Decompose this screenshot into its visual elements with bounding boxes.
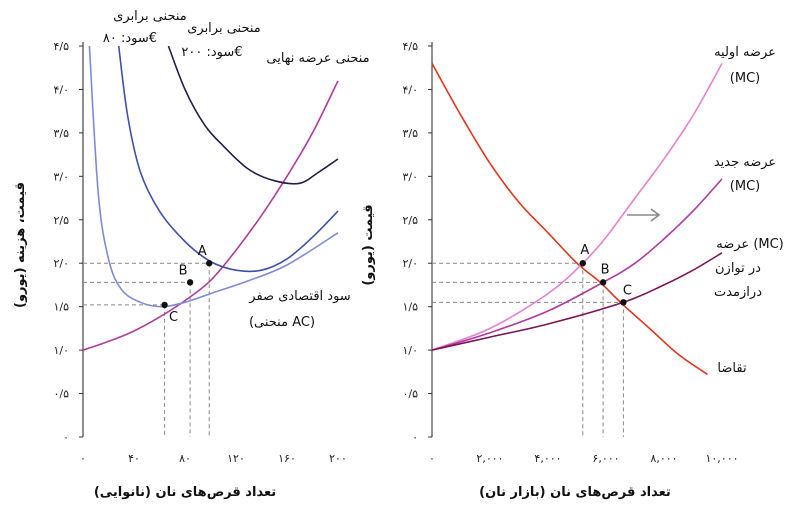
right-panel: تعداد قرص‌های نان (بازار نان) قیمت (یورو… [361,40,784,500]
shift-arrow [627,208,661,222]
left-point-label-B: B [179,263,188,278]
left-ac-label-line2: (منحنی AC) [249,315,315,330]
left-point-label-A: A [198,244,207,259]
left-iso200-label-line2: سود: ۲۰۰€ [181,45,242,60]
left-y-tick-label: ۱/۵ [53,301,69,314]
left-point-B [186,279,194,286]
right-point-label-C: C [623,283,632,298]
left-panel: تعداد قرص‌های نان (نانوایی) قیمت، هزینه … [13,9,370,500]
left-series-line-2 [117,45,339,273]
right-x-tick-label: ۲,۰۰۰ [476,452,503,465]
left-x-axis-title: تعداد قرص‌های نان (نانوایی) [94,485,276,500]
left-x-tick-label: ۰ [80,452,86,465]
right-y-tick-label: ۱/۰ [402,344,418,357]
right-y-tick-label: ۰/۵ [402,388,418,401]
left-x-tick-label: ۲۰۰ [329,452,347,465]
right-y-tick-label: ۴/۰ [402,83,418,96]
right-lr-supply-label-line2: در توازن [715,261,761,276]
left-y-tick-label: ۳/۵ [53,127,69,140]
left-series-line-0 [82,80,339,351]
left-y-tick-label: ۳/۰ [53,170,69,183]
right-x-tick-label: ۶,۰۰۰ [592,452,619,465]
left-y-tick-label: ۴/۰ [53,83,69,96]
right-point-label-B: B [601,262,610,277]
right-y-tick-label: ۴/۵ [402,40,418,53]
right-point-label-A: A [580,243,589,258]
right-y-tick-label: ۳/۰ [402,170,418,183]
left-y-tick-label: ۰/۵ [53,388,69,401]
left-iso80-label-line1: منحنی برابری [113,9,187,24]
right-lr-supply-label-line3: درازمدت [714,285,762,300]
left-y-tick-label: ۰ [63,431,69,444]
left-y-axis-title: قیمت، هزینه (یورو) [13,182,28,308]
right-new-supply-label-line2: (MC) [730,179,760,194]
left-y-tick-label: ۲/۵ [53,214,69,227]
left-point-A [206,260,213,267]
right-y-axis-title: قیمت (یورو) [361,204,376,285]
left-x-tick-label: ۱۶۰ [278,452,296,465]
left-x-tick-label: ۸۰ [179,452,191,465]
left-point-label-C: C [169,310,178,325]
left-x-tick-label: ۱۲۰ [227,452,245,465]
right-initial-supply-label-line1: عرضه اولیه [714,45,776,60]
right-y-tick-label: ۲/۰ [402,257,418,270]
right-point-B [599,279,607,286]
right-x-tick-label: ۰ [429,452,435,465]
right-series-line-2 [431,178,723,351]
left-series-line-3 [167,45,339,185]
right-x-tick-label: ۸,۰۰۰ [650,452,677,465]
left-iso200-label-line1: منحنی برابری [187,21,261,36]
left-x-tick-label: ۴۰ [128,452,140,465]
right-x-tick-label: ۴,۰۰۰ [534,452,561,465]
left-series-line-1 [88,45,339,308]
left-mc-curve-label: منحنی عرضه نهایی [266,51,369,66]
right-x-tick-label: ۱۰,۰۰۰ [705,452,738,465]
right-y-tick-label: ۲/۵ [402,214,418,227]
right-new-supply-label-line1: عرضه جدید [714,155,776,170]
left-y-tick-label: ۱/۰ [53,344,69,357]
right-demand-label: تقاضا [717,361,747,376]
right-point-A [579,260,586,267]
right-y-tick-label: ۳/۵ [402,127,418,140]
left-iso80-label-line2: سود: ۸۰€ [103,31,157,46]
left-y-tick-label: ۲/۰ [53,257,69,270]
left-y-tick-label: ۴/۵ [53,40,69,53]
right-lr-supply-label-line1: عرضه (MC) [716,237,784,252]
right-x-axis-title: تعداد قرص‌های نان (بازار نان) [479,485,671,500]
right-y-tick-label: ۰ [412,431,418,444]
right-point-C [620,299,627,306]
left-ac-label-line1: سود اقتصادی صفر [248,289,350,304]
right-y-tick-label: ۱/۵ [402,301,418,314]
right-series-line-1 [431,63,723,351]
right-initial-supply-label-line2: (MC) [730,71,760,86]
right-series-line-0 [431,63,708,376]
left-point-C [161,301,168,309]
